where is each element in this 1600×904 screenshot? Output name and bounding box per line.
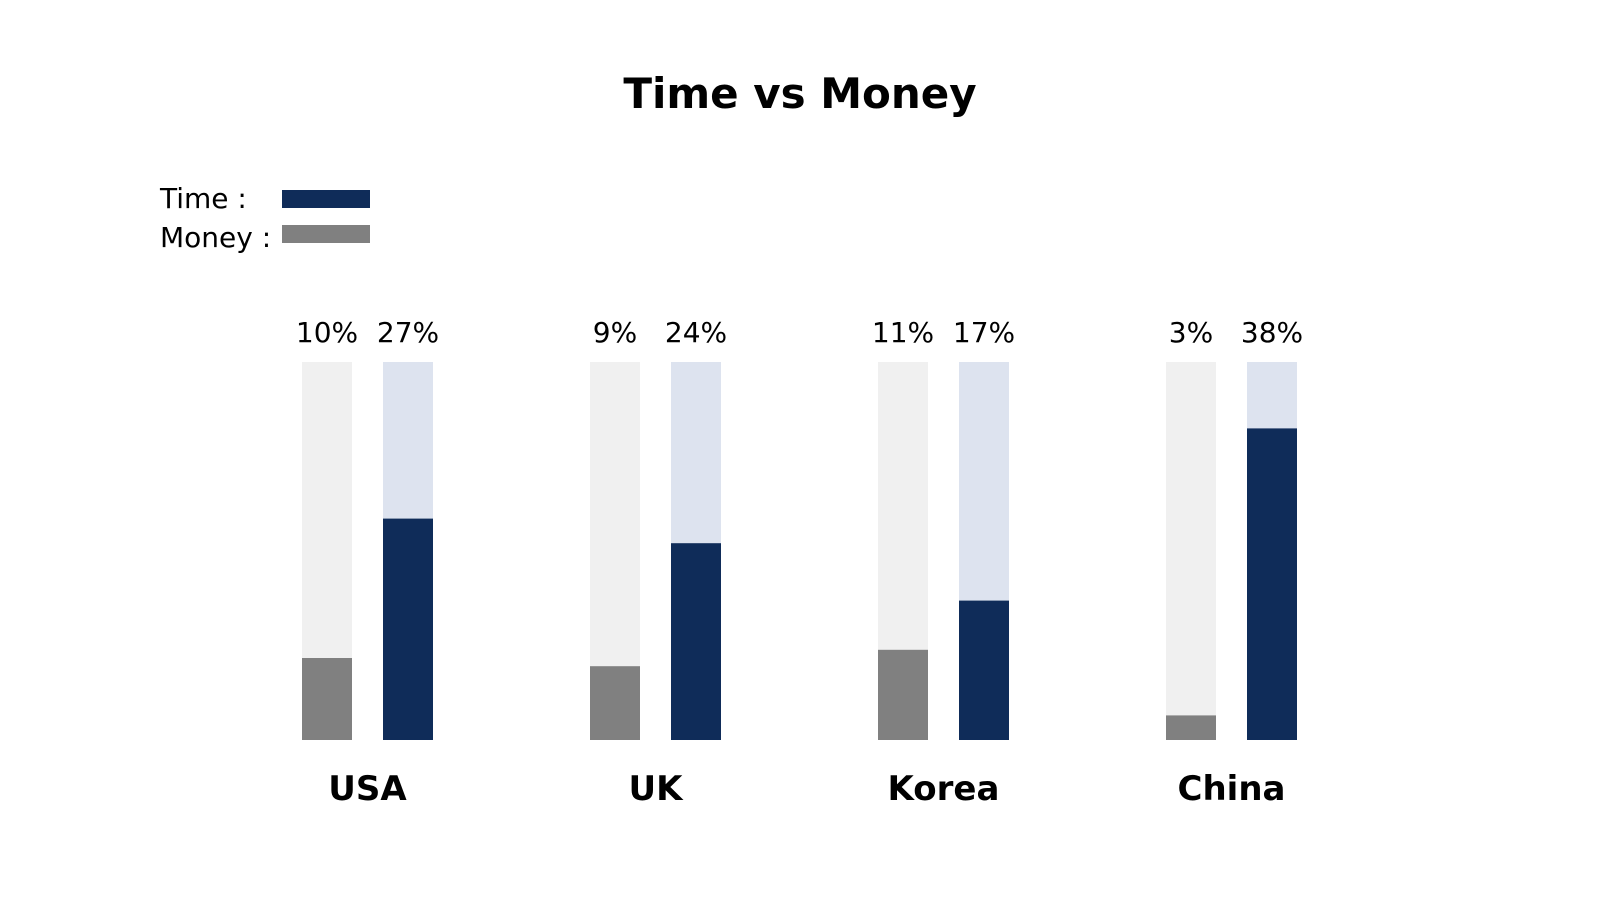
data-label-money-korea: 11%: [872, 316, 934, 349]
data-label-money-usa: 10%: [296, 316, 358, 349]
chart-title: Time vs Money: [623, 69, 976, 118]
data-label-money-uk: 9%: [593, 316, 637, 349]
bar-group-china: 3% 38% China: [1166, 316, 1303, 809]
bar-group-usa: 10% 27% USA: [296, 316, 439, 809]
bar-time-korea: [959, 600, 1009, 740]
legend: Time : Money :: [159, 182, 370, 254]
legend-label-money: Money :: [160, 221, 271, 254]
legend-swatch-money: [282, 225, 370, 243]
bar-time-china: [1247, 428, 1297, 740]
data-label-time-usa: 27%: [377, 316, 439, 349]
legend-label-time: Time :: [159, 182, 247, 215]
bar-group-korea: 11% 17% Korea: [872, 316, 1015, 809]
bar-track-money-china: [1166, 362, 1216, 740]
bar-money-uk: [590, 666, 640, 740]
data-label-time-china: 38%: [1241, 316, 1303, 349]
bar-time-usa: [383, 518, 433, 740]
category-label-korea: Korea: [888, 769, 1000, 809]
bar-time-uk: [671, 543, 721, 740]
bar-group-uk: 9% 24% UK: [590, 316, 727, 809]
category-label-usa: USA: [328, 769, 407, 809]
data-label-time-uk: 24%: [665, 316, 727, 349]
category-label-china: China: [1178, 769, 1286, 809]
legend-swatch-time: [282, 190, 370, 208]
plot-area: 10% 27% USA 9% 24% UK 11% 17% Korea 3% 38% China: [296, 316, 1303, 809]
data-label-money-china: 3%: [1169, 316, 1213, 349]
category-label-uk: UK: [629, 769, 685, 809]
bar-money-usa: [302, 658, 352, 740]
data-label-time-korea: 17%: [953, 316, 1015, 349]
bar-money-korea: [878, 649, 928, 740]
bar-money-china: [1166, 715, 1216, 740]
